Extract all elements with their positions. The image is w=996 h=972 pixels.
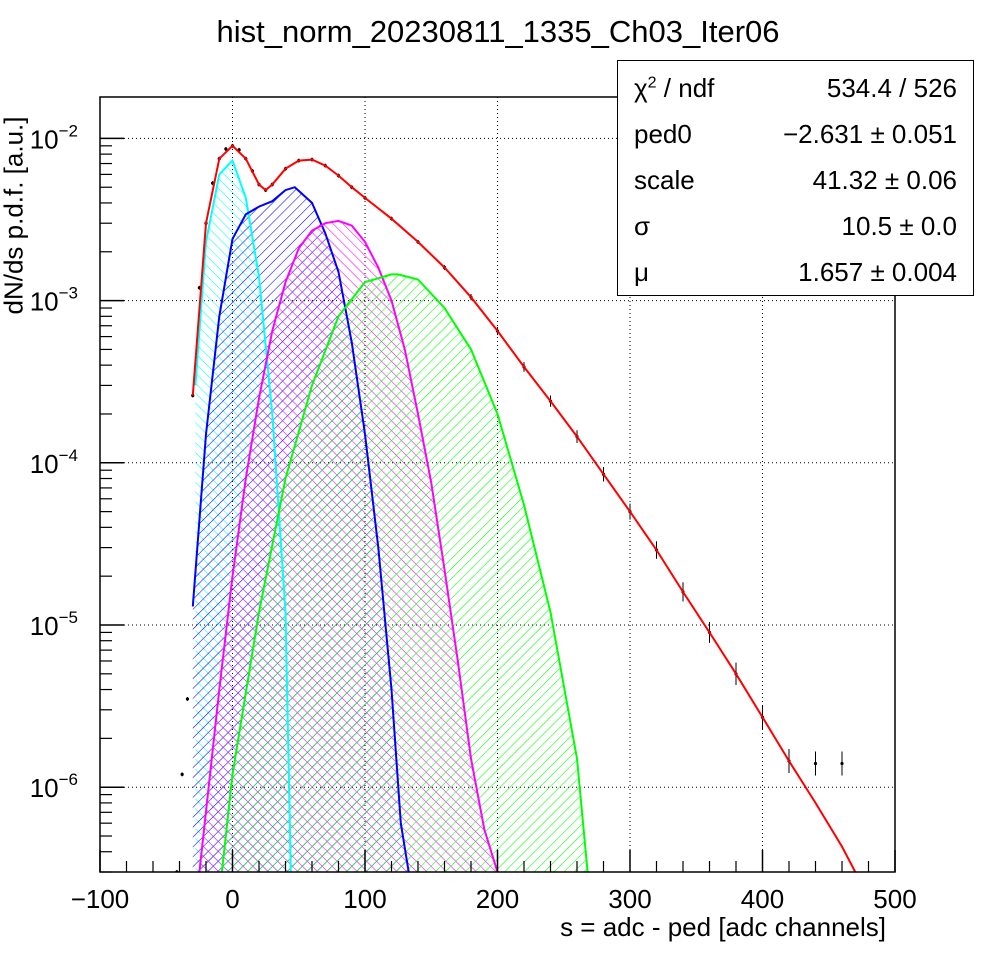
stat-name: σ (634, 211, 651, 241)
x-tick-label: −100 (71, 884, 130, 914)
y-tick-exponent: −2 (59, 121, 78, 140)
x-axis-label: s = adc - ped [adc channels] (560, 912, 886, 942)
component-fills (192, 160, 588, 872)
y-tick-exponent: −3 (59, 284, 78, 303)
fit-curve-0 (194, 158, 292, 872)
y-tick-exponent: −5 (59, 608, 78, 627)
stat-name-sup: 2 (647, 74, 657, 92)
stat-row-mu: μ 1.657 ± 0.004 (634, 249, 957, 293)
y-tick-label: 10−4 (30, 446, 78, 479)
x-tick-label: 0 (225, 884, 239, 914)
stat-row-sigma: σ 10.5 ± 0.0 (634, 203, 957, 247)
stat-name: μ (634, 257, 649, 287)
y-tick-exponent: −6 (59, 770, 78, 789)
data-point (185, 697, 190, 701)
fit-curves (191, 144, 857, 872)
y-tick-base: 10 (30, 773, 59, 803)
fit-curve-2 (198, 219, 499, 872)
stat-name: scale (634, 165, 695, 195)
y-axis: 10−610−510−410−310−2 (30, 121, 124, 873)
x-tick-label: 300 (608, 884, 651, 914)
y-axis-label: dN/ds p.d.f. [a.u.] (0, 116, 29, 315)
y-tick-label: 10−5 (30, 608, 78, 641)
x-tick-label: 400 (741, 884, 784, 914)
stat-value: 41.32 ± 0.06 (812, 165, 957, 195)
stat-name-sym: χ (634, 73, 648, 103)
x-tick-label: 100 (343, 884, 386, 914)
y-tick-base: 10 (30, 287, 59, 317)
y-tick-base: 10 (30, 449, 59, 479)
stat-name-rest: / ndf (656, 73, 715, 103)
stat-name: χ2 / ndf (634, 73, 714, 104)
x-axis: −100 0 100 200 300 400 500 (71, 850, 917, 914)
y-tick-base: 10 (30, 124, 59, 154)
fit-curve-3 (220, 273, 589, 872)
y-tick-exponent: −4 (59, 446, 78, 465)
stat-value: 1.657 ± 0.004 (798, 257, 957, 287)
y-tick-label: 10−2 (30, 121, 78, 154)
stat-row-scale: scale 41.32 ± 0.06 (634, 157, 957, 201)
y-tick-label: 10−6 (30, 770, 78, 803)
x-tick-label: 200 (476, 884, 519, 914)
y-tick-base: 10 (30, 611, 59, 641)
fit-curve-1 (191, 186, 410, 872)
stat-value: −2.631 ± 0.051 (782, 119, 957, 149)
y-tick-label: 10−3 (30, 284, 78, 317)
stat-row-chi2: χ2 / ndf 534.4 / 526 (634, 65, 957, 109)
data-point (180, 772, 184, 776)
stat-value: 534.4 / 526 (826, 73, 957, 103)
chart-title: hist_norm_20230811_1335_Ch03_Iter06 (216, 14, 780, 49)
stat-value: 10.5 ± 0.0 (841, 211, 957, 241)
data-point (813, 761, 818, 766)
component-fill-3 (221, 274, 588, 872)
stat-name: ped0 (634, 119, 692, 149)
stat-row-ped0: ped0 −2.631 ± 0.051 (634, 111, 957, 155)
fit-curve-4 (191, 144, 857, 872)
fit-stats-box: χ2 / ndf 534.4 / 526 ped0 −2.631 ± 0.051… (617, 60, 974, 296)
data-point (840, 761, 844, 766)
data-point (224, 147, 228, 151)
x-tick-label: 500 (873, 884, 916, 914)
